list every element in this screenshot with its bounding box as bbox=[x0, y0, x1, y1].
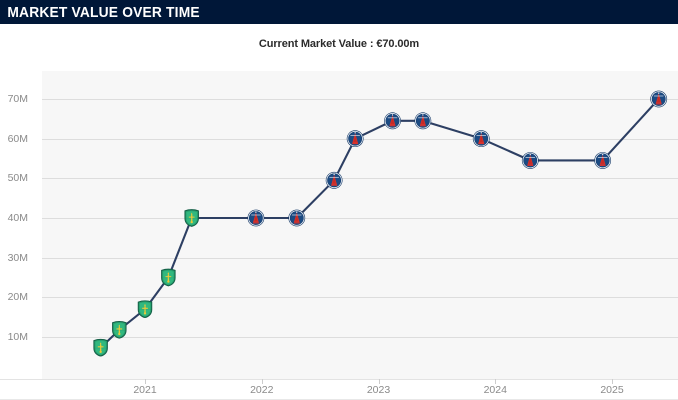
y-axis-tick-label: 10M bbox=[7, 331, 28, 343]
plot-bottom-border bbox=[0, 379, 678, 380]
y-axis-tick-label: 70M bbox=[7, 93, 28, 105]
psg-crest-icon[interactable]: €40.00m bbox=[247, 209, 265, 227]
psg-crest-icon[interactable]: €64.50m bbox=[383, 111, 402, 130]
x-axis-tick-label: 2025 bbox=[600, 384, 624, 396]
psg-crest-icon[interactable]: €70.00m bbox=[649, 90, 668, 108]
gridline bbox=[42, 297, 678, 299]
page-title: MARKET VALUE OVER TIME bbox=[7, 3, 200, 21]
psg-crest-icon[interactable]: €40.00m bbox=[287, 209, 306, 227]
psg-crest-icon[interactable]: €49.50m bbox=[325, 171, 343, 190]
psg-crest-icon[interactable]: €60.00m bbox=[346, 129, 364, 148]
sporting-crest-icon[interactable]: €7.30m bbox=[93, 338, 108, 357]
gridline bbox=[42, 337, 678, 338]
market-value-chart: 10M 20M 30M 40M 50M 60M 70M 2021 2022 2023 2024 20… bbox=[0, 58, 678, 400]
gridline bbox=[42, 218, 678, 219]
y-axis-tick-label: 30M bbox=[7, 251, 28, 264]
x-axis-tick-label: 2023 bbox=[366, 384, 391, 396]
data-point-markers: €7.30m €11.80m €17.00m €25.00m €40.00m €40.00… bbox=[93, 90, 668, 357]
x-axis-tick-mark bbox=[495, 379, 497, 384]
market-value-line bbox=[99, 97, 660, 349]
y-axis-tick-label: 20M bbox=[7, 291, 28, 304]
psg-crest-icon[interactable]: €60.00m bbox=[472, 129, 491, 148]
plot-series-layer: €7.30m €11.80m €17.00m €25.00m €40.00m €40.00… bbox=[93, 90, 668, 357]
gridline bbox=[42, 257, 678, 259]
x-axis-tick-label: 2024 bbox=[483, 384, 507, 396]
x-axis-tick-mark bbox=[261, 379, 263, 384]
plot-background bbox=[42, 71, 678, 379]
x-axis-tick-mark bbox=[145, 379, 146, 384]
x-axis-tick-mark bbox=[378, 379, 380, 384]
sporting-crest-icon[interactable]: €17.00m bbox=[137, 300, 153, 319]
psg-crest-icon[interactable]: €54.50m bbox=[521, 151, 540, 170]
psg-crest-icon[interactable]: €64.50m bbox=[414, 111, 432, 130]
sporting-crest-icon[interactable]: €25.00m bbox=[161, 268, 176, 287]
sporting-crest-icon[interactable]: €11.80m bbox=[112, 321, 127, 339]
gridline bbox=[42, 99, 678, 100]
x-axis-tick-mark bbox=[612, 379, 613, 384]
y-axis-tick-label: 60M bbox=[7, 132, 28, 145]
y-axis-tick-label: 40M bbox=[7, 212, 28, 224]
gridline bbox=[42, 178, 678, 180]
psg-crest-icon[interactable]: €54.50m bbox=[593, 151, 612, 170]
sporting-crest-icon[interactable]: €40.00m bbox=[184, 209, 199, 227]
x-axis-tick-label: 2022 bbox=[250, 384, 274, 396]
y-axis-tick-label: 50M bbox=[7, 172, 28, 185]
chart-subtitle: Current Market Value : €70.00m bbox=[258, 38, 420, 50]
panel-header: MARKET VALUE OVER TIME bbox=[0, 0, 678, 24]
x-axis-tick-label: 2021 bbox=[133, 384, 157, 396]
